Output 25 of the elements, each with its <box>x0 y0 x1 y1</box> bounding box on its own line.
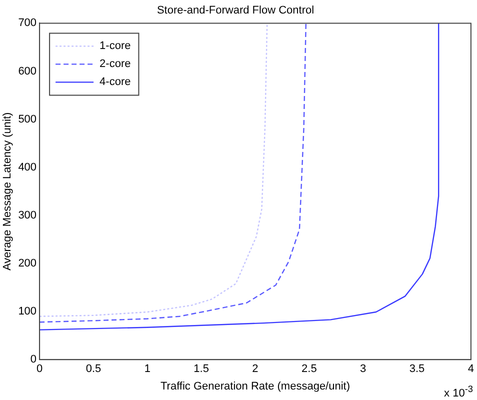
y-tick-label: 100 <box>18 306 37 318</box>
y-tick-label: 200 <box>18 258 37 270</box>
y-tick-label: 600 <box>18 65 37 78</box>
y-tick-label: 500 <box>18 113 37 126</box>
legend-label: 2-core <box>100 58 131 70</box>
y-axis-title: Average Message Latency (unit) <box>2 112 14 270</box>
y-tick-label: 0 <box>30 354 37 366</box>
x-tick-label: 0.5 <box>86 363 102 376</box>
y-tick-label: 300 <box>18 209 37 222</box>
y-tick-label: 700 <box>18 17 37 30</box>
legend-label: 1-core <box>100 40 131 52</box>
x-tick-label: 2 <box>252 363 258 376</box>
legend-label: 4-core <box>100 76 131 88</box>
chart-title: Store-and-Forward Flow Control <box>156 4 314 17</box>
line-series <box>40 23 307 323</box>
x-tick-label: 3 <box>360 363 366 376</box>
x-tick-label: 1.5 <box>194 363 209 376</box>
x-tick-label: 2.5 <box>302 363 317 376</box>
y-tick-label: 400 <box>18 161 37 174</box>
x-tick-label: 3.5 <box>409 363 425 376</box>
x-axis-title: Traffic Generation Rate (message/unit) <box>160 380 350 392</box>
x-tick-label: 4 <box>468 363 474 376</box>
text: x 10$^{-3}$ <box>444 384 473 400</box>
x-tick-label: 1 <box>144 363 150 376</box>
line-series <box>40 23 268 317</box>
